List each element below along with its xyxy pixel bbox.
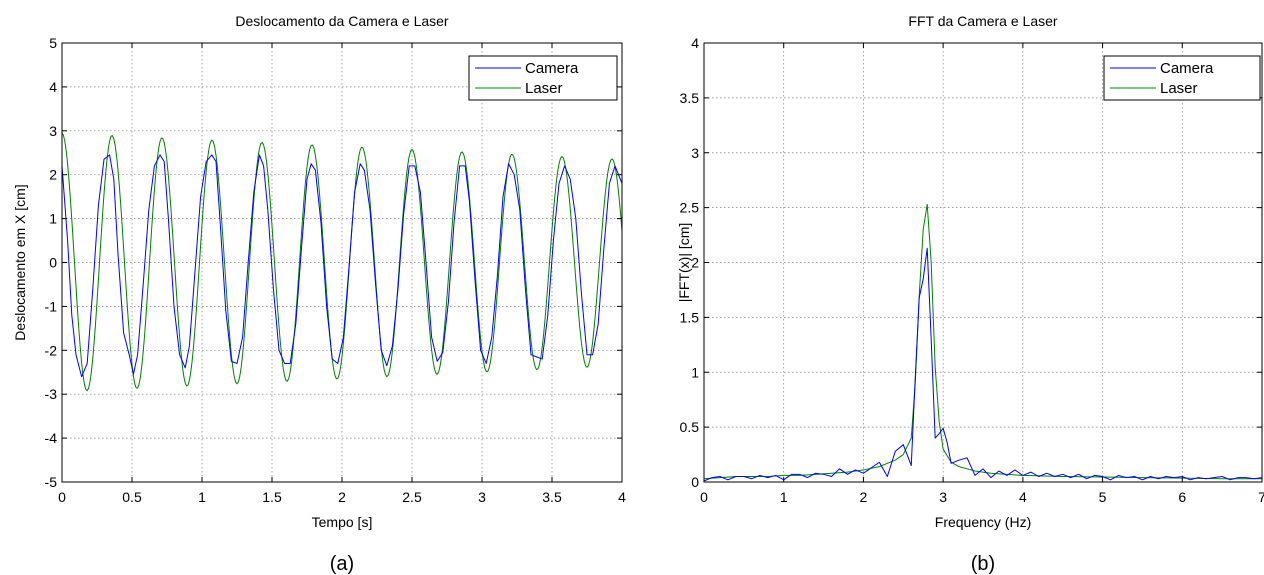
- y-tick-label: 0: [691, 474, 699, 490]
- x-tick-label: 1: [780, 489, 788, 505]
- legend-label-camera: Camera: [1160, 60, 1214, 77]
- chart-b-legend: Camera Laser: [1103, 55, 1261, 101]
- y-tick-label: -5: [45, 474, 58, 490]
- chart-a-plot-area: [61, 132, 623, 392]
- chart-a-caption: (a): [330, 553, 354, 575]
- y-tick-label: 3.5: [680, 90, 700, 106]
- x-tick-label: 3.5: [542, 489, 562, 505]
- y-tick-label: 3: [49, 123, 57, 139]
- x-tick-label: 0: [58, 489, 66, 505]
- chart-a-x-axis-label: Tempo [s]: [312, 514, 373, 530]
- chart-b-plot-area: [703, 203, 1263, 482]
- y-tick-label: 0.5: [680, 419, 700, 435]
- x-tick-label: 3: [478, 489, 486, 505]
- y-tick-label: 1: [49, 211, 57, 227]
- y-tick-label: 4: [49, 79, 57, 95]
- x-tick-label: 0.5: [122, 489, 142, 505]
- chart-a-displacement: Deslocamento da Camera e Laser 0 0.5 1 1.5 2…: [12, 13, 626, 575]
- x-tick-label: 2: [860, 489, 868, 505]
- legend-box: [468, 55, 618, 101]
- y-tick-label: -3: [45, 386, 58, 402]
- y-tick-label: -4: [45, 430, 58, 446]
- x-tick-label: 2.5: [402, 489, 422, 505]
- y-tick-label: -1: [45, 298, 58, 314]
- x-tick-label: 5: [1099, 489, 1107, 505]
- y-tick-label: 5: [49, 35, 57, 51]
- x-tick-label: 1.5: [262, 489, 282, 505]
- legend-label-laser: Laser: [525, 80, 563, 97]
- chart-a-legend: Camera Laser: [468, 55, 618, 101]
- series-line-camera: [61, 154, 623, 378]
- x-tick-label: 4: [618, 489, 626, 505]
- y-tick-label: 2: [49, 167, 57, 183]
- legend-box: [1103, 55, 1261, 101]
- y-tick-label: 0: [49, 255, 57, 271]
- y-tick-label: -2: [45, 342, 58, 358]
- chart-a-ticks: 0 0.5 1 1.5 2 2.5 3 3.5 4 -5 -4 -3 -2 -1 0 1 2 3 4 5: [45, 35, 627, 505]
- chart-b-axes-frame: [703, 42, 1263, 483]
- series-line-laser: [703, 203, 1262, 480]
- x-tick-label: 3: [939, 489, 947, 505]
- legend-label-laser: Laser: [1160, 80, 1198, 97]
- legend-label-camera: Camera: [525, 60, 579, 77]
- y-tick-label: 4: [691, 35, 699, 51]
- chart-a-grid: [62, 43, 622, 482]
- y-tick-label: 1.5: [680, 309, 700, 325]
- chart-b-y-axis-label: |FFT(x)| [cm]: [676, 223, 692, 303]
- x-tick-label: 4: [1019, 489, 1027, 505]
- series-line-laser: [61, 132, 623, 392]
- series-line-camera: [703, 247, 1263, 482]
- x-tick-label: 2: [338, 489, 346, 505]
- chart-b-x-axis-label: Frequency (Hz): [935, 514, 1031, 530]
- chart-b-ticks: 0 1 2 3 4 5 6 7 0 0.5 1 1.5 2 2.5 3 3.5 4: [680, 35, 1264, 505]
- x-tick-label: 1: [198, 489, 206, 505]
- y-tick-label: 1: [691, 364, 699, 380]
- y-tick-label: 3: [691, 145, 699, 161]
- x-tick-label: 0: [700, 489, 708, 505]
- x-tick-label: 6: [1178, 489, 1186, 505]
- chart-b-caption: (b): [971, 553, 995, 575]
- chart-b-title: FFT da Camera e Laser: [908, 13, 1057, 29]
- chart-a-y-axis-label: Deslocamento em X [cm]: [12, 184, 28, 340]
- chart-b-fft: FFT da Camera e Laser 0 1 2 3 4 5 6 7 0 0.5 1 1.5 2 2…: [676, 13, 1264, 575]
- y-tick-label: 2.5: [680, 200, 700, 216]
- chart-b-grid: [704, 43, 1262, 482]
- chart-a-title: Deslocamento da Camera e Laser: [235, 13, 449, 29]
- x-tick-label: 7: [1258, 489, 1264, 505]
- y-tick-label: 2: [691, 255, 699, 271]
